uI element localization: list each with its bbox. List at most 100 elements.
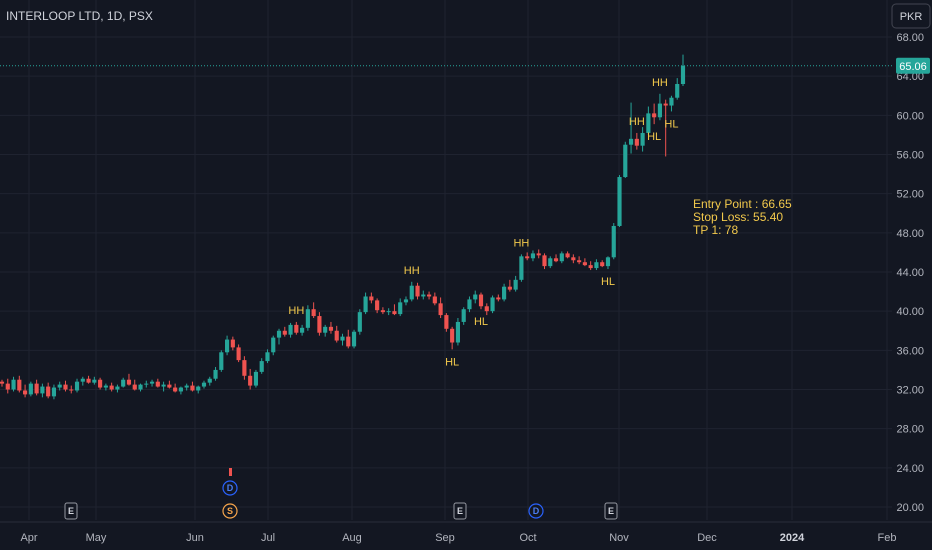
y-tick-label: 40.00 xyxy=(896,306,924,318)
dividend-event-icon[interactable]: D xyxy=(528,503,544,519)
candle xyxy=(132,379,137,391)
candle-body xyxy=(513,279,518,290)
candle xyxy=(40,383,45,398)
candle-body xyxy=(86,378,91,383)
earnings-event-icon[interactable]: E xyxy=(604,502,618,520)
candle xyxy=(525,252,530,261)
candle xyxy=(363,292,368,315)
candle-body xyxy=(282,330,287,335)
currency-label[interactable]: PKR xyxy=(900,11,923,23)
candle xyxy=(548,256,553,269)
candle-body xyxy=(657,103,662,118)
candle xyxy=(149,379,155,387)
candle-body xyxy=(109,385,114,390)
event-label[interactable]: D xyxy=(227,483,234,493)
candle xyxy=(392,304,397,316)
event-label[interactable]: D xyxy=(533,506,540,516)
note-stop-loss: Stop Loss: 55.40 xyxy=(693,210,783,224)
candle xyxy=(109,382,114,392)
candle-body xyxy=(478,294,484,307)
candle-body xyxy=(46,386,51,397)
swing-label: HH xyxy=(629,116,645,128)
dividend-event-icon[interactable]: D xyxy=(222,480,238,496)
event-label[interactable]: S xyxy=(227,506,233,516)
x-tick-label: Aug xyxy=(342,532,362,544)
candle xyxy=(426,291,432,300)
candle-body xyxy=(0,381,5,384)
candle-body xyxy=(236,347,241,361)
candle-body xyxy=(132,384,137,390)
candle xyxy=(403,296,409,306)
candle xyxy=(455,318,461,346)
candle-body xyxy=(259,361,264,372)
candle xyxy=(611,223,616,260)
candle xyxy=(605,256,611,270)
earnings-event-icon[interactable]: E xyxy=(453,502,467,520)
candle xyxy=(594,259,599,271)
candle xyxy=(138,383,143,392)
candle xyxy=(571,254,576,264)
candle xyxy=(490,295,495,314)
candle xyxy=(230,336,235,351)
candle xyxy=(92,376,97,385)
event-label[interactable]: E xyxy=(457,506,463,516)
candle xyxy=(23,384,28,398)
earnings-event-icon[interactable]: E xyxy=(64,502,78,520)
candle-body xyxy=(23,390,28,395)
swing-label: HH xyxy=(288,305,304,317)
swing-label: HH xyxy=(404,265,420,277)
candle xyxy=(34,379,39,396)
x-tick-label: Feb xyxy=(878,532,897,544)
candle xyxy=(559,251,564,264)
candle-body xyxy=(5,383,10,390)
candle xyxy=(63,380,68,392)
candle xyxy=(530,250,536,262)
candle-body xyxy=(380,310,385,313)
candle-body xyxy=(386,311,391,313)
candle-body xyxy=(178,387,183,392)
currency-button[interactable]: PKR xyxy=(891,3,931,29)
candle xyxy=(634,132,639,150)
candle xyxy=(652,103,657,125)
candle-body xyxy=(530,253,536,259)
y-tick-label: 44.00 xyxy=(896,267,924,279)
candle xyxy=(282,326,287,337)
candle xyxy=(340,333,345,346)
candle-body xyxy=(455,321,461,343)
candle-body xyxy=(421,294,426,297)
candle-body xyxy=(617,177,622,226)
split-event-icon[interactable]: S xyxy=(222,503,238,519)
candle xyxy=(178,386,183,395)
y-tick-label: 64.00 xyxy=(896,71,924,83)
candle xyxy=(542,253,547,270)
candle xyxy=(201,380,207,389)
candle-body xyxy=(611,225,616,258)
x-tick-label: May xyxy=(86,532,107,544)
candle-body xyxy=(507,286,512,290)
candle-body xyxy=(369,296,374,301)
event-label[interactable]: E xyxy=(608,506,614,516)
candle xyxy=(415,282,420,300)
candle xyxy=(346,329,351,349)
candle xyxy=(478,292,484,310)
candle xyxy=(74,378,80,393)
candle-body xyxy=(467,299,472,310)
candle xyxy=(640,127,645,152)
candle xyxy=(103,383,108,391)
swing-label: HL xyxy=(647,131,661,143)
candle-body xyxy=(149,381,155,384)
y-tick-label: 52.00 xyxy=(896,189,924,201)
candle-body xyxy=(80,378,85,382)
candle xyxy=(432,292,437,306)
swing-label: HL xyxy=(445,356,459,368)
candle-body xyxy=(519,256,524,280)
candle-body xyxy=(623,144,628,178)
candle-body xyxy=(17,379,22,391)
candle-body xyxy=(230,339,235,348)
event-label[interactable]: E xyxy=(68,506,74,516)
candle xyxy=(265,349,270,364)
candle xyxy=(565,251,570,259)
